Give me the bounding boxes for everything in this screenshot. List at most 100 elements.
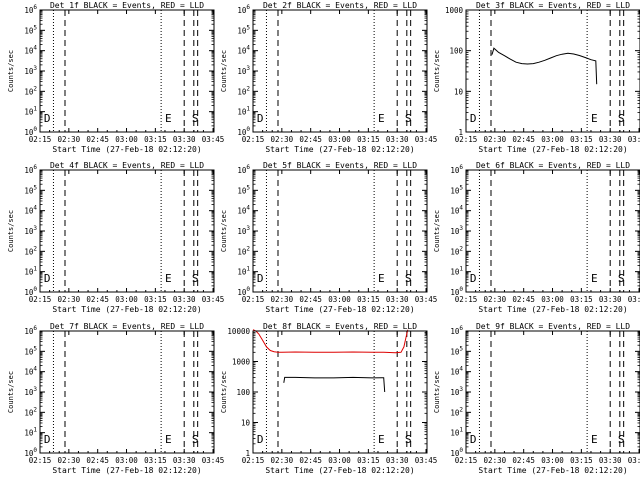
plot-frame [39,330,215,454]
plot-frame [465,9,640,133]
x-tick-label: 02:15 [29,135,52,144]
x-tick-label: 02:45 [299,295,322,304]
event-marker-label: D [44,112,51,125]
y-tick-label: 101 [237,266,250,277]
y-tick-label: 104 [450,366,463,377]
x-tick-label: 02:15 [242,295,265,304]
x-tick-label: 02:30 [271,135,294,144]
x-tick-label: 02:45 [86,456,109,465]
x-tick-label: 03:45 [202,456,225,465]
x-tick-label: 03:30 [599,135,622,144]
x-tick-label: 03:00 [115,456,138,465]
y-tick-label: 104 [237,205,250,216]
y-tick-label: 106 [450,164,463,175]
x-axis-label: Start Time (27-Feb-18 02:12:20) [265,145,414,154]
x-tick-label: 03:15 [357,295,380,304]
x-axis-label: Start Time (27-Feb-18 02:12:20) [265,466,414,475]
x-axis-label: Start Time (27-Feb-18 02:12:20) [478,145,627,154]
y-tick-label: 103 [450,386,463,397]
x-tick-label: 02:30 [271,295,294,304]
y-tick-label: 106 [237,4,250,15]
event-marker-label: S [405,272,412,285]
x-tick-label: 03:45 [628,135,640,144]
y-tick-label: 100 [24,447,37,458]
x-tick-label: 02:45 [512,135,535,144]
y-tick-label: 105 [450,184,463,195]
x-tick-label: 03:15 [570,135,593,144]
event-marker-label: S [405,433,412,446]
x-tick-label: 02:45 [512,456,535,465]
event-marker-label: S [618,433,625,446]
plot-frame [252,9,428,133]
y-tick-label: 102 [237,245,250,256]
detector-panel-2: Det 2f BLACK = Events, RED = LLD D E S 02:15… [220,1,437,154]
plot-frame [39,9,215,133]
x-axis-label: Start Time (27-Feb-18 02:12:20) [265,305,414,314]
x-tick-label: 02:15 [455,295,478,304]
y-tick-label: 106 [237,164,250,175]
x-tick-label: 03:00 [328,135,351,144]
event-marker-label: D [470,272,477,285]
x-tick-label: 03:00 [541,135,564,144]
x-tick-label: 02:45 [86,135,109,144]
y-axis-label: Counts/sec [7,210,15,252]
x-tick-label: 02:30 [58,135,81,144]
y-tick-label: 102 [24,85,37,96]
y-tick-label: 101 [450,427,463,438]
plot-frame [252,330,428,454]
x-tick-label: 03:15 [570,295,593,304]
event-marker-label: S [192,272,199,285]
x-tick-label: 03:15 [144,456,167,465]
x-tick-label: 03:45 [415,295,438,304]
x-tick-label: 02:30 [271,456,294,465]
event-marker-label: D [44,272,51,285]
detector-panel-9: Det 9f BLACK = Events, RED = LLD D E S 02:15… [433,322,640,475]
y-tick-label: 103 [24,386,37,397]
x-tick-label: 03:30 [386,456,409,465]
y-tick-label: 1000 [232,358,251,367]
data-series-line-1 [252,329,409,354]
x-tick-label: 03:00 [541,456,564,465]
x-tick-label: 02:45 [299,135,322,144]
event-marker-label: D [470,433,477,446]
y-tick-label: 104 [24,366,37,377]
y-tick-label: 106 [450,325,463,336]
y-tick-label: 105 [237,184,250,195]
y-tick-label: 100 [450,286,463,297]
y-tick-label: 103 [24,225,37,236]
x-axis-label: Start Time (27-Feb-18 02:12:20) [52,145,201,154]
y-tick-label: 101 [24,427,37,438]
y-tick-label: 101 [24,106,37,117]
y-tick-label: 100 [450,447,463,458]
y-tick-label: 102 [24,406,37,417]
y-axis-label: Counts/sec [433,210,441,252]
event-marker-label: E [165,433,172,446]
y-tick-label: 101 [450,266,463,277]
y-tick-label: 103 [237,65,250,76]
x-tick-label: 03:45 [628,456,640,465]
y-axis-label: Counts/sec [7,50,15,92]
x-tick-label: 02:45 [512,295,535,304]
panel-title: Det 9f BLACK = Events, RED = LLD [476,322,630,331]
event-marker-label: E [378,272,385,285]
y-tick-label: 1 [458,128,463,137]
y-tick-label: 100 [24,286,37,297]
x-tick-label: 03:00 [541,295,564,304]
y-tick-label: 1000 [445,6,464,15]
y-tick-label: 100 [24,126,37,137]
x-axis-label: Start Time (27-Feb-18 02:12:20) [52,466,201,475]
event-marker-label: S [405,112,412,125]
y-tick-label: 104 [450,205,463,216]
event-marker-label: D [470,112,477,125]
panel-title: Det 5f BLACK = Events, RED = LLD [263,161,417,170]
x-tick-label: 03:30 [173,295,196,304]
panel-title: Det 7f BLACK = Events, RED = LLD [50,322,204,331]
x-tick-label: 03:45 [202,135,225,144]
y-tick-label: 100 [236,388,250,397]
y-tick-label: 106 [24,164,37,175]
x-tick-label: 03:15 [144,295,167,304]
x-tick-label: 03:15 [570,456,593,465]
y-axis-label: Counts/sec [433,371,441,413]
plot-frame [39,169,215,293]
